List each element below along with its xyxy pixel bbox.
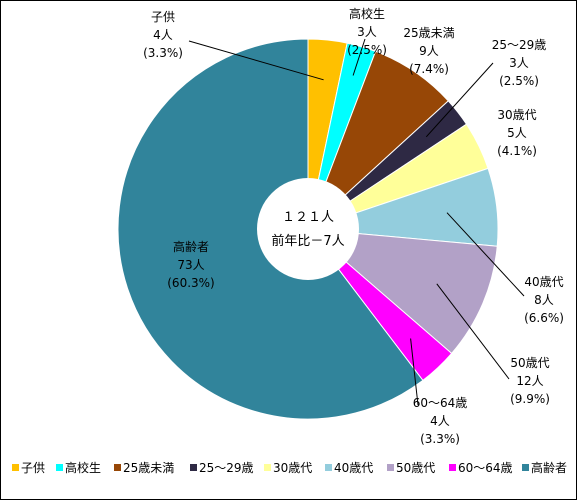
slice-name-label-7: 60～64歳	[413, 396, 468, 410]
slice-name-label-1: 高校生	[349, 6, 385, 21]
legend-label-3: 25～29歳	[199, 461, 254, 475]
slice-6	[306, 228, 498, 355]
legend-label-0: 子供	[21, 461, 45, 475]
slice-count-label-2: 9人	[419, 44, 439, 58]
slice-count-label-8: 73人	[177, 258, 204, 272]
slice-pct-label-1: (2.5%)	[347, 43, 387, 57]
slice-count-label-3: 3人	[509, 56, 529, 70]
slice-count-label-5: 8人	[534, 293, 554, 307]
slice-count-label-0: 4人	[153, 28, 173, 42]
leader-line-1	[352, 38, 366, 76]
legend: 子供 高校生 25歳未満 25～29歳 30歳代 40歳代 50歳代 60～64歳 高齢者	[12, 460, 567, 475]
leader-line-6	[436, 283, 510, 380]
legend-swatch-7	[449, 464, 456, 471]
legend-swatch-1	[56, 464, 63, 471]
slice-name-label-8: 高齢者	[173, 239, 209, 254]
slice-count-label-6: 12人	[516, 374, 543, 388]
slice-pct-label-2: (7.4%)	[409, 62, 449, 76]
legend-swatch-2	[114, 464, 121, 471]
legend-label-4: 30歳代	[273, 461, 312, 475]
legend-label-5: 40歳代	[334, 461, 373, 475]
slice-count-label-7: 4人	[430, 414, 450, 428]
legend-swatch-0	[12, 464, 19, 471]
slice-pct-label-6: (9.9%)	[510, 392, 550, 406]
center-change: 前年比－7人	[271, 233, 344, 249]
legend-label-1: 高校生	[65, 460, 101, 475]
slice-count-label-1: 3人	[357, 25, 377, 39]
slice-count-label-4: 5人	[507, 126, 527, 140]
center-total: １２１人	[282, 210, 334, 225]
leader-line-5	[446, 212, 525, 297]
slice-pct-label-0: (3.3%)	[143, 46, 183, 60]
legend-swatch-3	[190, 464, 197, 471]
donut-hole	[257, 178, 359, 280]
slice-name-label-4: 30歳代	[497, 108, 536, 122]
slice-pct-label-4: (4.1%)	[497, 144, 537, 158]
legend-swatch-4	[264, 464, 271, 471]
slice-name-label-2: 25歳未満	[403, 26, 454, 40]
slice-name-label-3: 25～29歳	[492, 38, 547, 52]
slice-pct-label-8: (60.3%)	[167, 276, 214, 290]
legend-swatch-8	[522, 464, 529, 471]
legend-swatch-6	[387, 464, 394, 471]
legend-label-8: 高齢者	[531, 460, 567, 475]
legend-label-6: 50歳代	[396, 461, 435, 475]
slice-pct-label-7: (3.3%)	[420, 432, 460, 446]
slice-name-label-6: 50歳代	[510, 356, 549, 370]
leader-line-3	[425, 62, 494, 138]
slice-labels: 子供 4人 (3.3%) 高校生 3人 (2.5%) 25歳未満 9人 (7.4%) 25～29歳…	[143, 6, 564, 446]
slice-pct-label-5: (6.6%)	[524, 311, 564, 325]
slice-pct-label-3: (2.5%)	[499, 74, 539, 88]
legend-label-7: 60～64歳	[458, 461, 513, 475]
leader-line-0	[188, 40, 324, 81]
slice-name-label-5: 40歳代	[524, 275, 563, 289]
legend-label-2: 25歳未満	[123, 461, 174, 475]
leader-line-7	[410, 338, 419, 406]
legend-swatch-5	[325, 464, 332, 471]
slice-name-label-0: 子供	[151, 10, 175, 24]
leader-lines	[188, 38, 525, 406]
